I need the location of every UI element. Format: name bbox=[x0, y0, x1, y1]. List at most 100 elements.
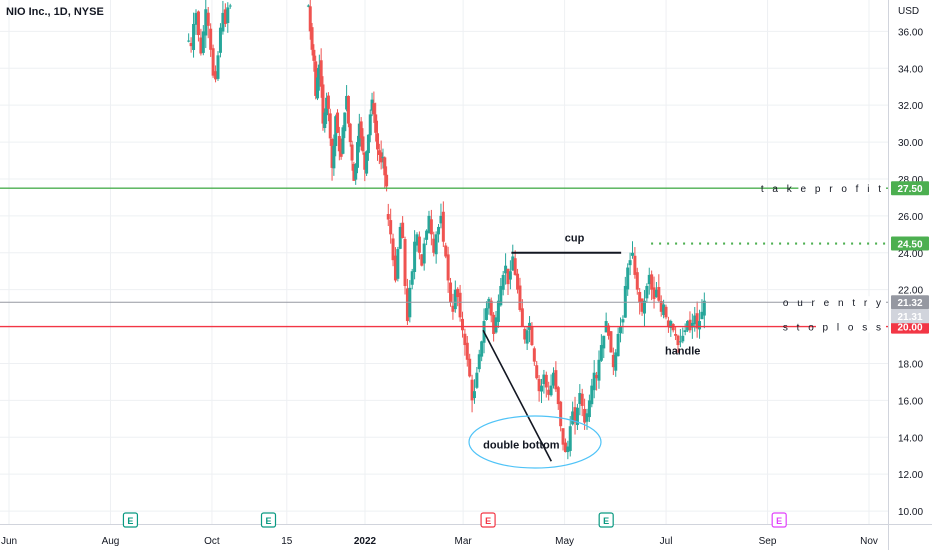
candles bbox=[187, 0, 706, 460]
candle-body bbox=[352, 163, 356, 181]
candle-body bbox=[204, 9, 208, 36]
earnings-marker-label: E bbox=[265, 516, 271, 526]
candle-body bbox=[676, 335, 680, 346]
level-label-our-entry: o u r e n t r y bbox=[783, 298, 884, 309]
candle-body bbox=[325, 97, 329, 116]
candle-body bbox=[314, 61, 318, 96]
candle-body bbox=[611, 354, 615, 368]
candle-body bbox=[628, 260, 632, 266]
candle-body bbox=[657, 287, 661, 301]
candle-body bbox=[317, 64, 321, 80]
candle-body bbox=[391, 238, 395, 261]
candle-body bbox=[494, 317, 498, 333]
earnings-marker bbox=[260, 512, 277, 528]
candle-body bbox=[640, 298, 644, 312]
candle-body bbox=[659, 301, 663, 312]
candle-body bbox=[332, 145, 336, 169]
candle-body bbox=[425, 230, 429, 240]
level-label-bg bbox=[816, 320, 886, 333]
chart-title: NIO Inc., 1D, NYSE bbox=[6, 6, 104, 18]
annotation-handle: handle bbox=[665, 345, 700, 357]
x-tick-label: May bbox=[555, 536, 574, 547]
candle-body bbox=[626, 267, 630, 290]
candle-body bbox=[513, 258, 517, 275]
candle-body bbox=[194, 12, 198, 25]
last-price-text: 21.31 bbox=[897, 312, 922, 323]
candle-body bbox=[683, 330, 687, 333]
candle-body bbox=[700, 311, 704, 320]
candle-body bbox=[609, 331, 613, 353]
candle-body bbox=[316, 77, 320, 99]
candle-body bbox=[590, 385, 594, 405]
candle-body bbox=[695, 313, 699, 329]
x-tick-label: 2022 bbox=[354, 536, 377, 547]
level-label-bg bbox=[798, 182, 886, 195]
candle-body bbox=[583, 408, 587, 423]
y-tick-label: 26.00 bbox=[898, 212, 923, 223]
earnings-marker bbox=[598, 512, 614, 528]
candle-body bbox=[192, 23, 196, 51]
candle-body bbox=[432, 238, 436, 253]
candle-body bbox=[595, 375, 599, 379]
candle-body bbox=[379, 152, 383, 163]
candle-body bbox=[686, 321, 690, 331]
candle-body bbox=[619, 326, 623, 334]
candle-body bbox=[578, 393, 582, 405]
candle-body bbox=[460, 318, 464, 331]
candle-body bbox=[427, 215, 431, 234]
candle-body bbox=[571, 411, 575, 425]
candle-body bbox=[420, 254, 424, 266]
candle-body bbox=[535, 365, 539, 379]
candle-body bbox=[196, 11, 200, 36]
y-tick-label: 28.00 bbox=[898, 175, 923, 186]
candle-body bbox=[337, 136, 341, 152]
candle-body bbox=[652, 287, 656, 299]
candle-body bbox=[681, 335, 685, 342]
candle-body bbox=[554, 370, 558, 390]
candle-body bbox=[654, 289, 658, 298]
candle-body bbox=[642, 300, 646, 314]
x-tick-label: Sep bbox=[759, 536, 777, 547]
candle-body bbox=[393, 255, 397, 281]
candle-body bbox=[698, 321, 702, 330]
y-tick-label: 10.00 bbox=[898, 507, 923, 518]
candle-body bbox=[475, 372, 479, 388]
candle-body bbox=[470, 379, 474, 401]
candle-body bbox=[417, 236, 421, 253]
candle-body bbox=[487, 298, 491, 309]
candle-body bbox=[645, 285, 649, 299]
currency-label: USD bbox=[898, 6, 919, 17]
candle-body bbox=[214, 71, 218, 80]
candle-body bbox=[477, 354, 481, 370]
candle-body bbox=[310, 27, 314, 50]
candle-body bbox=[468, 358, 472, 377]
candle-body bbox=[319, 60, 323, 87]
candle-body bbox=[674, 334, 678, 336]
candle-body bbox=[678, 341, 682, 343]
candle-body bbox=[573, 407, 577, 423]
candle-body bbox=[226, 7, 230, 24]
candle-body bbox=[690, 322, 694, 328]
candle-body bbox=[441, 211, 445, 242]
x-tick-label: Oct bbox=[204, 536, 220, 547]
last-price-badge bbox=[891, 309, 929, 324]
candle-body bbox=[187, 40, 191, 42]
candle-body bbox=[580, 393, 584, 406]
candle-body bbox=[592, 372, 596, 391]
y-tick-label: 22.00 bbox=[898, 286, 923, 297]
candle-body bbox=[518, 285, 522, 310]
candle-body bbox=[559, 401, 563, 427]
candle-body bbox=[551, 372, 555, 386]
y-tick-label: 36.00 bbox=[898, 27, 923, 38]
candle-body bbox=[389, 220, 393, 235]
level-badge-text: 24.50 bbox=[897, 240, 922, 251]
candle-body bbox=[621, 319, 625, 323]
y-tick-label: 16.00 bbox=[898, 396, 923, 407]
candle-body bbox=[386, 214, 390, 220]
annotation-double-bottom: double bottom bbox=[483, 439, 560, 451]
candle-body bbox=[549, 385, 553, 396]
candle-body bbox=[556, 387, 560, 405]
candle-body bbox=[607, 325, 611, 336]
level-label-stoploss: s t o p l o s s bbox=[783, 323, 884, 334]
